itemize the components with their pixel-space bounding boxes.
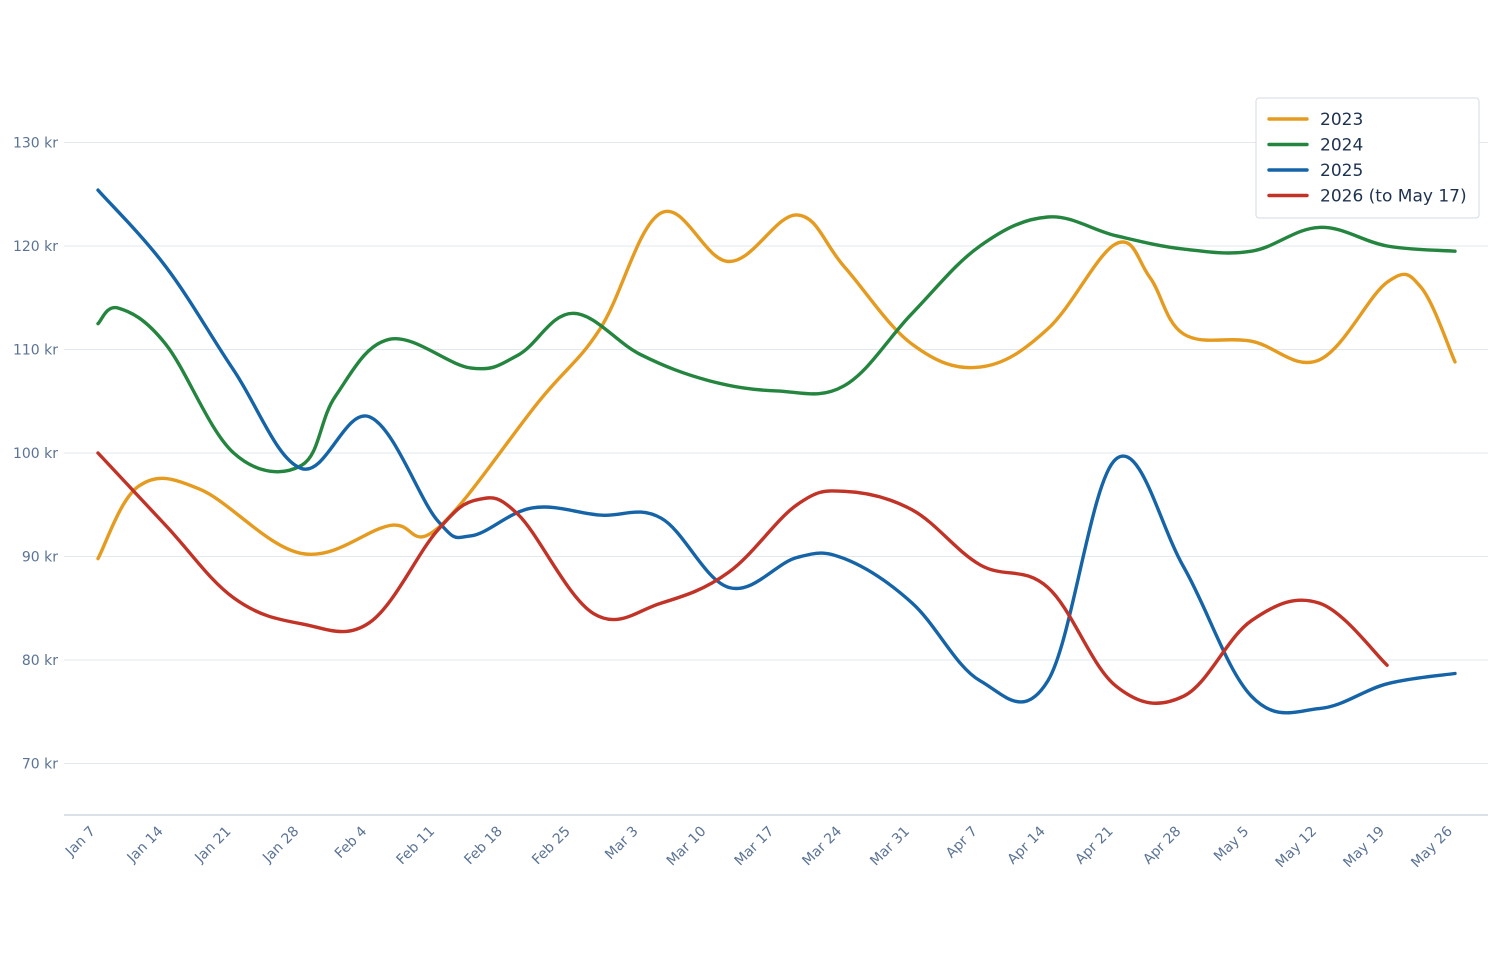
x-tick-label: May 26 bbox=[1408, 823, 1456, 871]
x-tick-label: Feb 18 bbox=[461, 824, 506, 869]
x-tick-label: May 19 bbox=[1340, 824, 1388, 872]
x-tick-label: May 12 bbox=[1273, 824, 1321, 872]
gridlines bbox=[64, 142, 1488, 764]
series-lines bbox=[96, 188, 1457, 715]
x-tick-label: Feb 4 bbox=[332, 823, 370, 861]
x-tick-label: Jan 28 bbox=[259, 824, 302, 867]
x-tick-label: May 5 bbox=[1211, 824, 1252, 865]
x-tick-label: Feb 11 bbox=[393, 824, 438, 869]
series-line-2025 bbox=[96, 188, 1457, 715]
series-line-2026 bbox=[96, 451, 1389, 705]
y-tick-label: 70 kr bbox=[22, 757, 58, 773]
x-tick-label: Apr 28 bbox=[1140, 824, 1184, 868]
legend-label: 2024 bbox=[1320, 136, 1363, 156]
x-tick-label: Mar 3 bbox=[602, 824, 641, 863]
x-tick-label: Apr 14 bbox=[1005, 823, 1049, 867]
legend-label: 2026 (to May 17) bbox=[1320, 187, 1467, 207]
legend-label: 2023 bbox=[1320, 110, 1363, 130]
series-line-2023 bbox=[96, 209, 1457, 561]
x-tick-label: Jan 7 bbox=[62, 824, 99, 861]
x-tick-label: Mar 24 bbox=[799, 823, 845, 869]
x-tick-label: Jan 21 bbox=[191, 824, 234, 867]
x-tick-label: Jan 14 bbox=[124, 823, 167, 866]
legend-label: 2025 bbox=[1320, 161, 1363, 181]
x-tick-label: Apr 21 bbox=[1072, 824, 1116, 868]
legend-box bbox=[1255, 97, 1480, 219]
y-tick-label: 110 kr bbox=[13, 343, 58, 359]
series-line-2024 bbox=[96, 215, 1457, 474]
x-tick-label: Mar 31 bbox=[867, 824, 913, 870]
y-tick-label: 100 kr bbox=[13, 446, 58, 462]
x-tick-label: Feb 25 bbox=[529, 824, 574, 869]
x-tick-label: Mar 10 bbox=[664, 824, 710, 870]
y-tick-label: 120 kr bbox=[13, 239, 58, 255]
y-tick-label: 90 kr bbox=[22, 550, 58, 566]
x-tick-label: Mar 17 bbox=[732, 824, 778, 870]
x-tick-label: Apr 7 bbox=[943, 824, 981, 862]
y-tick-label: 80 kr bbox=[22, 653, 58, 669]
y-tick-label: 130 kr bbox=[13, 136, 58, 152]
legend: 2023 2024 2025 2026 (to May 17) bbox=[1255, 97, 1480, 219]
